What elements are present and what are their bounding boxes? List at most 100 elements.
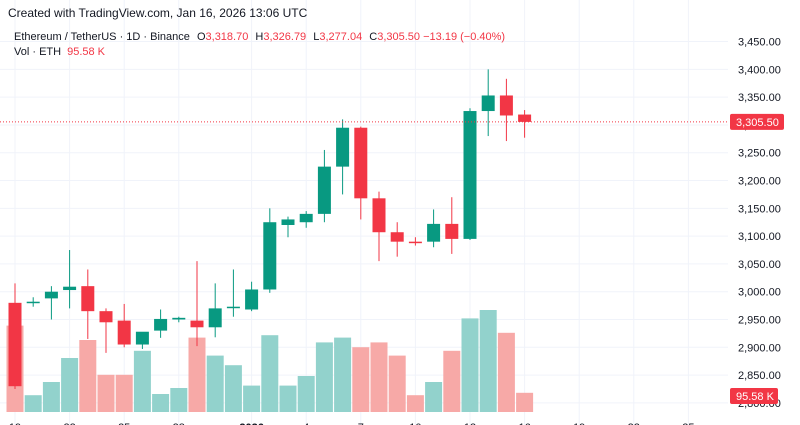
candle-body xyxy=(336,127,350,167)
time-tick-label: 2026 xyxy=(239,422,263,425)
price-axis[interactable]: 3,450.003,400.003,350.003,300.003,250.00… xyxy=(738,37,781,410)
last-price-tag: 3,305.50 xyxy=(736,117,779,129)
change-value: −13.19 (−0.40%) xyxy=(423,31,506,43)
price-tick-label: 3,350.00 xyxy=(738,92,781,104)
price-tick-label: 3,050.00 xyxy=(738,259,781,271)
candle-body xyxy=(518,114,532,122)
candle-body xyxy=(299,213,313,223)
low-label: L xyxy=(313,31,320,43)
time-tick-label: 25 xyxy=(682,422,694,425)
volume-bar xyxy=(224,365,242,412)
candle-body xyxy=(99,311,113,323)
volume-bar xyxy=(61,358,79,412)
time-tick-label: 10 xyxy=(409,422,421,425)
volume-bar xyxy=(79,340,97,412)
volume-bar xyxy=(497,332,515,412)
time-axis[interactable]: 19 22 25 28 2026 4 7 10 13 16 19 22 25 xyxy=(9,422,695,425)
price-tick-label: 3,450.00 xyxy=(738,37,781,49)
candle-body xyxy=(408,241,422,244)
volume-bar xyxy=(42,382,60,412)
candle-body xyxy=(263,222,277,290)
candle-body xyxy=(26,301,40,304)
price-tick-label: 3,100.00 xyxy=(738,231,781,243)
price-tick-label: 3,200.00 xyxy=(738,176,781,188)
candle-body xyxy=(354,127,368,199)
volume-bar xyxy=(261,335,279,412)
time-tick-label: 7 xyxy=(358,422,364,425)
volume-label[interactable]: Vol · ETH xyxy=(14,46,62,58)
volume-value: 95.58 K xyxy=(67,46,105,58)
low-value: 3,277.04 xyxy=(319,31,363,43)
time-tick-label: 13 xyxy=(464,422,476,425)
candle-body xyxy=(190,320,204,328)
candle-body xyxy=(317,166,331,214)
volume-bar xyxy=(206,355,224,412)
volume-tag: 95.58 K xyxy=(736,391,775,403)
price-tick-label: 3,400.00 xyxy=(738,64,781,76)
volume-bar xyxy=(279,385,297,412)
candle-body xyxy=(226,306,240,309)
symbol-title[interactable]: Ethereum / TetherUS · 1D · Binance xyxy=(14,31,190,43)
time-tick-label: 25 xyxy=(118,422,130,425)
volume-bar xyxy=(297,376,315,412)
high-label: H xyxy=(255,31,264,43)
candlesticks xyxy=(8,69,532,389)
candle-body xyxy=(172,317,186,320)
time-tick-label: 19 xyxy=(573,422,585,425)
time-tick-label: 19 xyxy=(9,422,21,425)
time-tick-label: 22 xyxy=(63,422,75,425)
candle-body xyxy=(245,289,259,310)
volume-bar xyxy=(443,350,461,412)
volume-bar xyxy=(370,342,388,412)
candle-body xyxy=(117,320,131,345)
candle-body xyxy=(463,111,477,239)
volume-bar xyxy=(315,342,333,412)
volume-bar xyxy=(406,395,424,412)
volume-bar xyxy=(243,385,261,412)
time-tick-label: 4 xyxy=(303,422,309,425)
candle-body xyxy=(481,95,495,112)
price-tick-label: 3,000.00 xyxy=(738,287,781,299)
high-value: 3,326.79 xyxy=(263,31,307,43)
candle-body xyxy=(372,198,386,233)
chart-header: Created with TradingView.com, Jan 16, 20… xyxy=(8,6,308,20)
candle-body xyxy=(135,331,149,345)
time-tick-label: 28 xyxy=(173,422,185,425)
close-label: C xyxy=(369,31,378,43)
chart-legend: Ethereum / TetherUS · 1D · Binance O3,31… xyxy=(14,30,505,60)
time-tick-label: 16 xyxy=(518,422,530,425)
volume-bar xyxy=(425,382,443,412)
candle-body xyxy=(427,223,441,242)
volume-row: Vol · ETH 95.58 K xyxy=(14,45,505,60)
time-tick-label: 22 xyxy=(628,422,640,425)
close-value: 3,305.50 xyxy=(377,31,421,43)
volume-bar xyxy=(461,318,479,412)
price-tick-label: 2,850.00 xyxy=(738,370,781,382)
volume-bar xyxy=(152,394,170,412)
candle-body xyxy=(63,286,77,291)
price-tick-label: 3,250.00 xyxy=(738,148,781,160)
price-tick-label: 3,150.00 xyxy=(738,203,781,215)
open-value: 3,318.70 xyxy=(205,31,249,43)
candle-body xyxy=(154,318,168,331)
last-price-tag-bg xyxy=(730,113,784,130)
volume-bar xyxy=(388,355,406,412)
axis-tags: 3,305.50 95.58 K xyxy=(730,113,784,404)
candle-body xyxy=(445,223,459,239)
volume-bar xyxy=(516,392,534,412)
price-tick-label: 2,950.00 xyxy=(738,315,781,327)
volume-bar xyxy=(133,350,151,412)
candle-body xyxy=(208,308,222,328)
volume-bar xyxy=(115,374,133,412)
volume-tag-bg xyxy=(730,388,778,404)
volume-bars xyxy=(6,310,534,412)
candle-body xyxy=(390,232,404,242)
volume-bar xyxy=(352,347,370,412)
volume-bar xyxy=(334,337,352,412)
candle-body xyxy=(81,286,95,312)
candle-body xyxy=(44,291,58,299)
volume-bar xyxy=(170,388,188,412)
candle-body xyxy=(281,219,295,225)
volume-bar xyxy=(97,374,115,412)
